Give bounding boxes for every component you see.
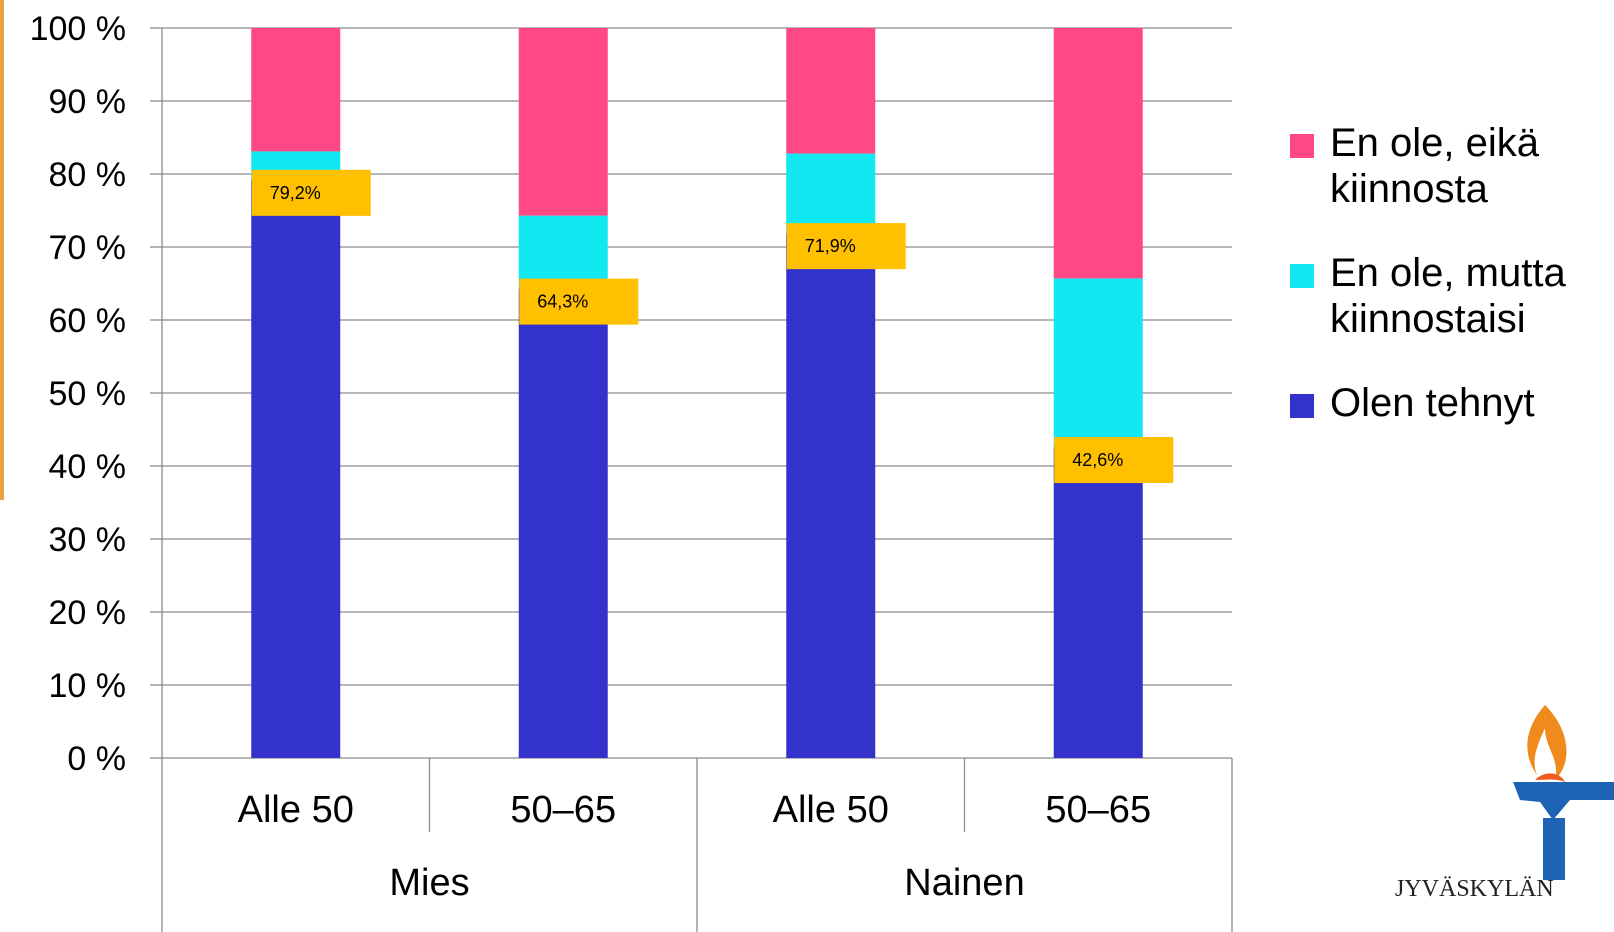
bar-segment <box>1053 447 1143 758</box>
y-tick-label: 90 % <box>49 83 127 121</box>
y-tick-label: 80 % <box>49 156 127 194</box>
data-label-box <box>786 223 906 270</box>
torch-icon <box>1513 705 1614 880</box>
data-labels: 79,2% 64,3% 71,9% 42,6% <box>251 169 1174 484</box>
legend-item-olen-tehnyt: Olen tehnyt <box>1290 380 1610 426</box>
data-label: 42,6% <box>1072 450 1123 470</box>
x-group-label: Nainen <box>904 862 1024 904</box>
bar-segment <box>251 179 341 759</box>
data-label: 79,2% <box>270 183 321 203</box>
legend-swatch <box>1290 394 1314 418</box>
y-tick-label: 60 % <box>49 302 127 340</box>
bar-segment <box>518 28 608 216</box>
university-logo: JYVÄSKYLÄN <box>1395 700 1614 932</box>
y-axis-tick-labels: 0 % 10 % 20 % 30 % 40 % 50 % 60 % 70 % 80 % 90 % 1… <box>30 10 126 778</box>
slide-edge-accent <box>0 0 4 500</box>
legend: En ole, eikä kiinnosta En ole, mutta kii… <box>1290 120 1610 464</box>
bar-segment <box>518 288 608 758</box>
y-tick-label: 0 % <box>67 740 126 778</box>
legend-item-en-ole-eika-kiinnosta: En ole, eikä kiinnosta <box>1290 120 1610 212</box>
data-label: 71,9% <box>805 236 856 256</box>
bar-segment <box>786 153 876 234</box>
x-axis-labels: Alle 50 50–65 Alle 50 50–65 Mies Nainen <box>238 789 1151 904</box>
stacked-bar-chart: 0 % 10 % 20 % 30 % 40 % 50 % 60 % 70 % 80 % 90 % 1… <box>30 10 1233 932</box>
data-label-box <box>1054 437 1174 484</box>
y-tick-label: 10 % <box>49 667 127 705</box>
legend-swatch <box>1290 264 1314 288</box>
x-group-label: Mies <box>389 862 469 904</box>
y-tick-label: 40 % <box>49 448 127 486</box>
legend-label: En ole, mutta kiinnostaisi <box>1330 251 1566 341</box>
y-tick-label: 100 % <box>30 10 126 48</box>
bars <box>251 28 1143 759</box>
y-tick-label: 70 % <box>49 229 127 267</box>
data-label: 64,3% <box>537 292 588 312</box>
bar-segment <box>251 28 341 152</box>
y-tick-label: 30 % <box>49 521 127 559</box>
x-category-label: Alle 50 <box>238 789 354 831</box>
data-label-box <box>519 278 639 325</box>
bar-segment <box>786 28 876 154</box>
y-tick-label: 50 % <box>49 375 127 413</box>
bar-segment <box>1053 278 1143 448</box>
data-label-box <box>251 169 371 216</box>
bar-segment <box>518 215 608 289</box>
legend-label: Olen tehnyt <box>1330 381 1535 425</box>
logo-text: JYVÄSKYLÄN <box>1395 876 1554 902</box>
legend-label: En ole, eikä kiinnosta <box>1330 121 1540 211</box>
x-category-label: 50–65 <box>510 789 616 831</box>
bar-segment <box>1053 28 1143 279</box>
y-tick-label: 20 % <box>49 594 127 632</box>
axes <box>150 27 1233 932</box>
x-category-label: Alle 50 <box>773 789 889 831</box>
x-category-label: 50–65 <box>1045 789 1151 831</box>
legend-item-en-ole-mutta-kiinnostaisi: En ole, mutta kiinnostaisi <box>1290 250 1610 342</box>
legend-swatch <box>1290 134 1314 158</box>
bar-segment <box>786 233 876 758</box>
